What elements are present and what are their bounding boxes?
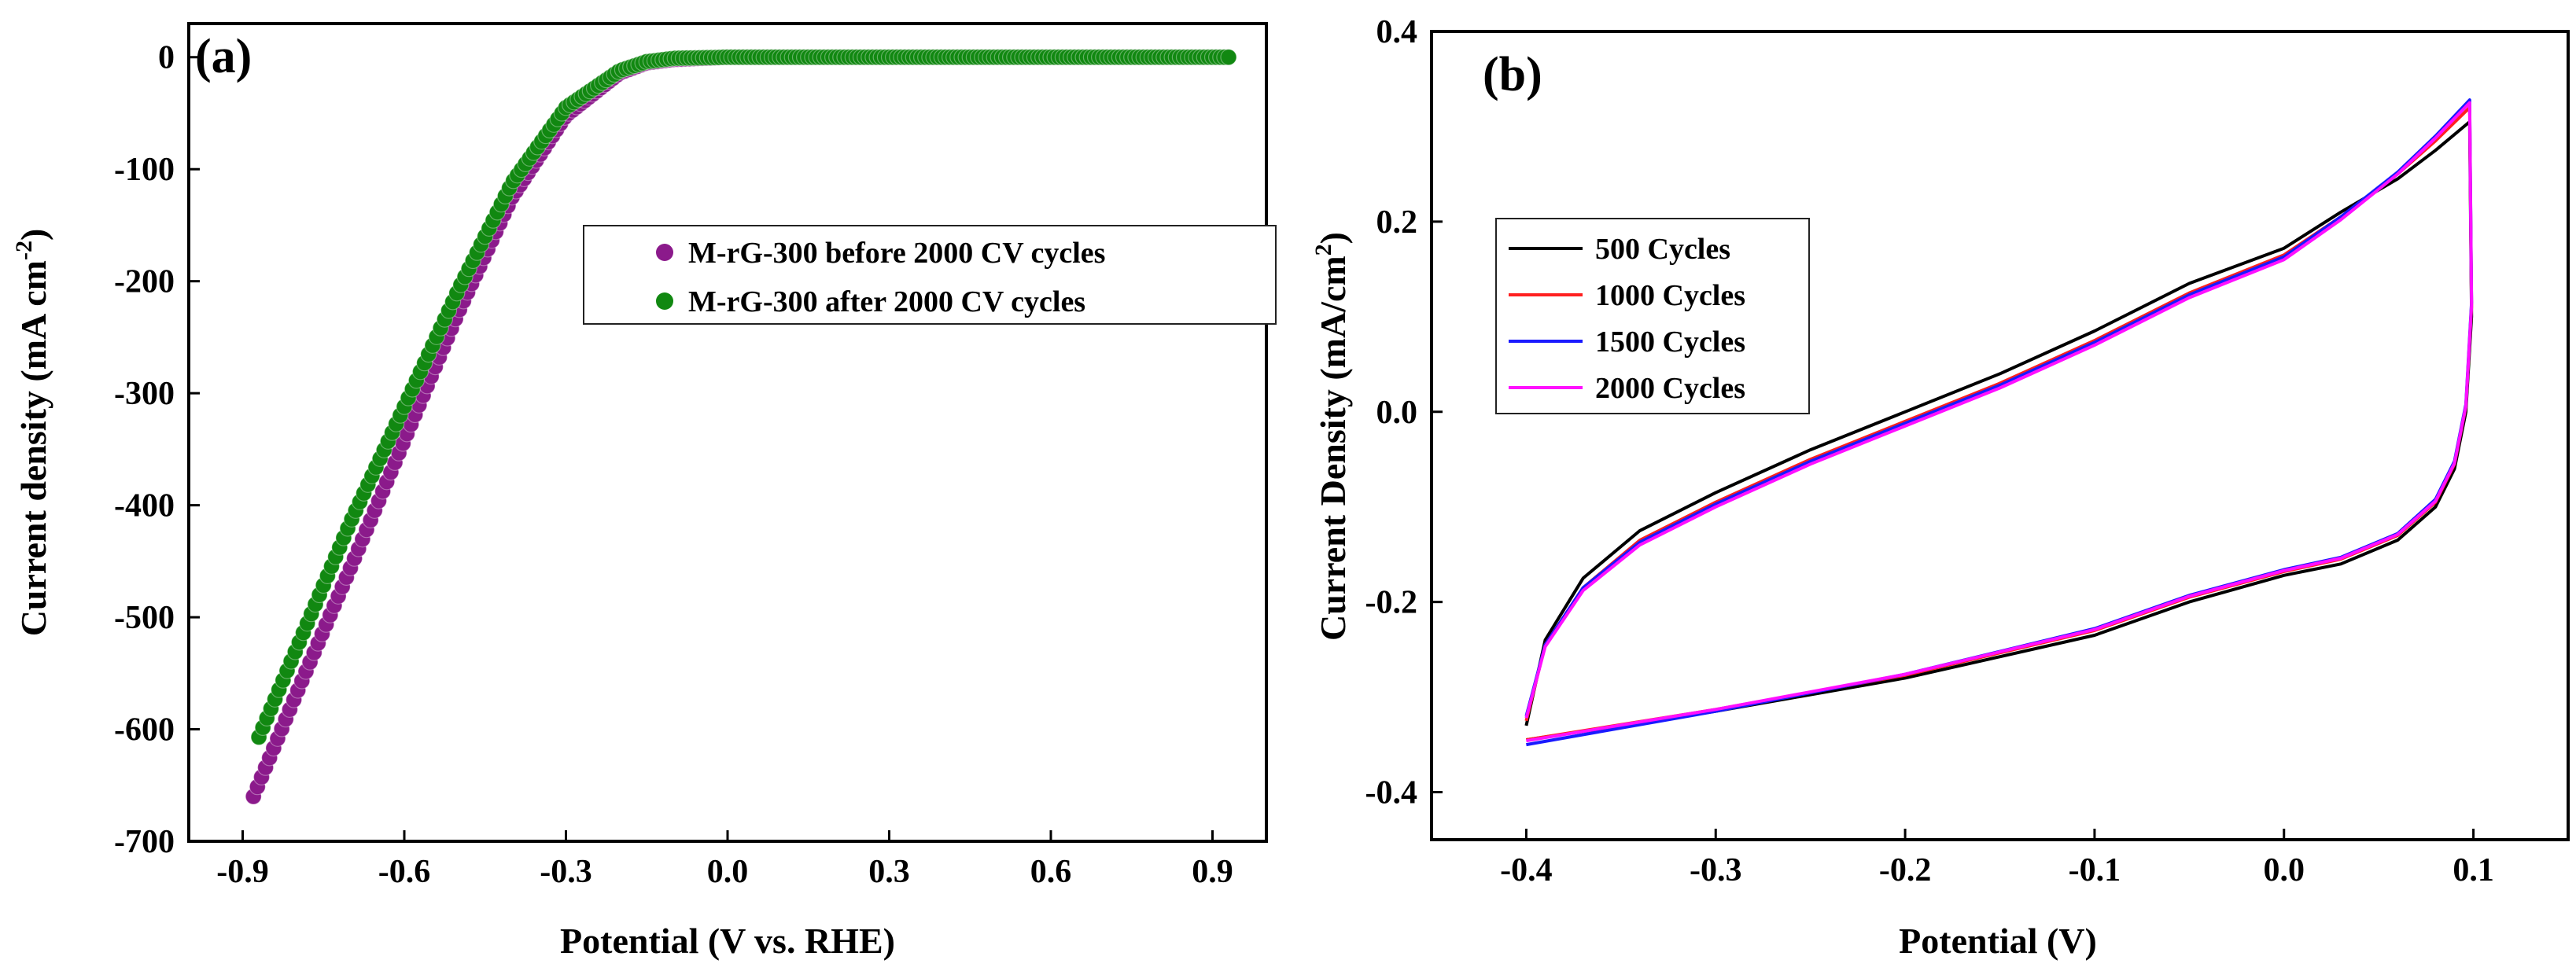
panel-a-y-tick-label: -600 xyxy=(114,712,175,748)
panel-b-y-tick-label: 0.4 xyxy=(1376,14,1418,50)
panel-a-label: (a) xyxy=(195,30,252,83)
panel-a-frame xyxy=(187,22,1268,843)
panel-a-x-tick-label: -0.6 xyxy=(378,854,431,890)
panel-b-series-line-3 xyxy=(1524,98,2474,747)
panel-a-series-after xyxy=(250,49,1237,746)
legend-label-after: M-rG-300 after 2000 CV cycles xyxy=(688,285,1085,318)
panel-b-y-tick-label: -0.2 xyxy=(1365,585,1418,621)
panel-a-y-axis-title-main: Current density (mA cm xyxy=(13,260,53,636)
panel-a-x-tick-label: -0.9 xyxy=(216,854,269,890)
panel-a-y-axis-title: Current density (mA cm-2) xyxy=(11,229,53,637)
legend-label-1000: 1000 Cycles xyxy=(1595,279,1745,312)
panel-a-x-tick-label: 0.6 xyxy=(1030,854,1072,890)
panel-b-x-tick-label: -0.3 xyxy=(1690,852,1742,888)
legend-marker-before xyxy=(656,244,673,261)
panel-b-ticks xyxy=(1432,30,2475,840)
panel-b-data-lines xyxy=(1524,98,2474,747)
panel-b-x-tick-label: -0.1 xyxy=(2069,852,2121,888)
panel-a-y-tick-label: -200 xyxy=(114,264,175,300)
panel-b-y-tick-label: 0.2 xyxy=(1376,204,1418,241)
panel-b-tick-labels: -0.4 -0.3 -0.2 -0.1 0.0 0.1 -0.4 -0.2 0.0 0.2 0.4 xyxy=(1365,14,2494,888)
panel-a-y-tick-label: 0 xyxy=(158,40,175,76)
panel-a-y-tick-label: -700 xyxy=(114,824,175,860)
panel-a-x-tick-label: 0.9 xyxy=(1192,854,1233,890)
panel-a-x-tick-label: 0.0 xyxy=(707,854,749,890)
panel-a-tick-labels: -0.9 -0.6 -0.3 0.0 0.3 0.6 0.9 0 -100 -200 -300 -40… xyxy=(114,40,1233,890)
panel-b-x-tick-label: 0.1 xyxy=(2453,852,2494,888)
panel-a-data-points xyxy=(245,49,1237,805)
panel-b-y-tick-label: -0.4 xyxy=(1365,775,1418,811)
panel-b-series-line-4 xyxy=(1524,101,2474,743)
panel-a-x-tick-label: 0.3 xyxy=(868,854,910,890)
legend-marker-after xyxy=(656,292,673,310)
data-point xyxy=(1220,49,1237,66)
panel-b-x-axis-title: Potential (V) xyxy=(1899,921,2097,961)
panel-a-x-tick-label: -0.3 xyxy=(540,854,592,890)
legend-label-before: M-rG-300 before 2000 CV cycles xyxy=(688,237,1105,270)
panel-b-label: (b) xyxy=(1483,48,1542,101)
panel-a-y-tick-label: -100 xyxy=(114,152,175,188)
legend-label-2000: 2000 Cycles xyxy=(1595,372,1745,405)
panel-b-series-line-1 xyxy=(1524,120,2474,741)
panel-b-legend-box xyxy=(1495,218,1810,414)
panel-b-x-tick-label: 0.0 xyxy=(2264,852,2305,888)
panel-b-chart: (b) -0.4 -0.3 -0.2 -0.1 0.0 0.1 -0.4 -0.2 0.0 0.2… xyxy=(1310,14,2570,961)
legend-label-1500: 1500 Cycles xyxy=(1595,326,1745,359)
panel-a-x-axis-title: Potential (V vs. RHE) xyxy=(560,921,895,961)
panel-b-series-line-2 xyxy=(1524,105,2474,741)
panel-b-y-axis-title-main: Current Density (mA/cm xyxy=(1313,256,1353,641)
panel-b-y-axis-title: Current Density (mA/cm2) xyxy=(1310,232,1353,641)
panel-a-y-axis-title-sup: -2 xyxy=(11,241,37,260)
panel-b-y-axis-title-tail: ) xyxy=(1313,232,1353,244)
panel-a-y-axis-title-tail: ) xyxy=(13,229,53,241)
panel-a-chart: (a) -0.9 -0.6 -0.3 0.0 0.3 0.6 0.9 0 -100 -200 -30… xyxy=(11,22,1277,961)
panel-a-y-tick-label: -300 xyxy=(114,376,175,412)
legend-label-500: 500 Cycles xyxy=(1595,233,1730,266)
panel-b-x-tick-label: -0.4 xyxy=(1500,852,1553,888)
panel-b-y-tick-label: 0.0 xyxy=(1376,395,1418,431)
panel-b-y-axis-title-sup: 2 xyxy=(1310,244,1336,256)
panel-a-y-tick-label: -500 xyxy=(114,600,175,636)
panel-a-legend: M-rG-300 before 2000 CV cycles M-rG-300 … xyxy=(583,225,1277,325)
panel-b-frame xyxy=(1430,30,2570,841)
panel-b-legend: 500 Cycles 1000 Cycles 1500 Cycles 2000 … xyxy=(1495,218,1810,414)
panel-a-y-tick-label: -400 xyxy=(114,488,175,524)
panel-a-legend-box xyxy=(583,225,1277,325)
panel-b-x-tick-label: -0.2 xyxy=(1879,852,1932,888)
panel-a-ticks xyxy=(189,56,1214,843)
